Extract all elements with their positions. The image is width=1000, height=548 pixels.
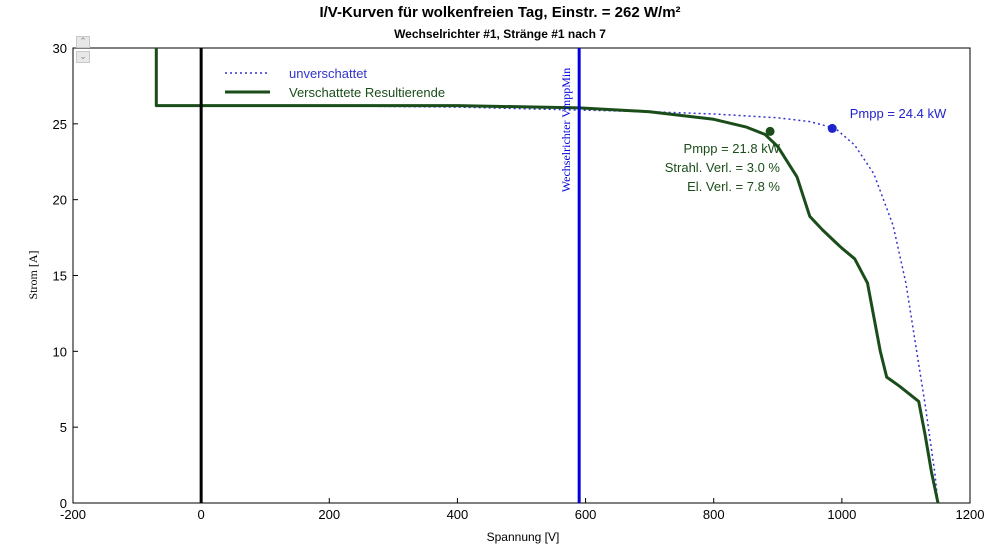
- legend-label-verschattet: Verschattete Resultierende: [289, 85, 445, 100]
- markers: [765, 123, 837, 136]
- x-tick-label: 600: [575, 507, 597, 522]
- chart-title: I/V-Kurven für wolkenfreien Tag, Einstr.…: [319, 4, 680, 21]
- el-verl-annotation: El. Verl. = 7.8 %: [687, 179, 780, 194]
- series-line-verschattet: [154, 48, 940, 504]
- scroll-up-button[interactable]: ⌃: [76, 36, 90, 48]
- vmppmin-label: Wechselrichter VmppMin: [559, 68, 573, 192]
- y-axis-label: Strom [A]: [26, 251, 40, 300]
- x-tick-label: 1000: [827, 507, 856, 522]
- plot-frame: [72, 47, 971, 504]
- vertical-lines: [199, 48, 581, 503]
- x-tick-label: 0: [198, 507, 205, 522]
- y-tick-label: 0: [60, 496, 67, 511]
- strahl-verl-annotation: Strahl. Verl. = 3.0 %: [665, 160, 781, 175]
- x-tick-label: 400: [447, 507, 469, 522]
- y-tick-label: 30: [53, 41, 67, 56]
- x-tick-label: 800: [703, 507, 725, 522]
- legend: unverschattet Verschattete Resultierende: [225, 66, 445, 100]
- x-tick-label: -200: [60, 507, 86, 522]
- pmpp-marker-unverschattet: [827, 123, 837, 133]
- y-tick-label: 15: [53, 269, 67, 284]
- series-line-unverschattet: [303, 104, 939, 504]
- x-tick-label: 1200: [956, 507, 985, 522]
- x-tick-label: 200: [318, 507, 340, 522]
- x-axis-label: Spannung [V]: [487, 530, 560, 544]
- legend-label-unverschattet: unverschattet: [289, 66, 367, 81]
- y-tick-label: 10: [53, 344, 67, 359]
- chart-subtitle: Wechselrichter #1, Stränge #1 nach 7: [394, 27, 606, 41]
- pmpp-unverschattet-label: Pmpp = 24.4 kW: [850, 106, 947, 121]
- y-tick-label: 5: [60, 420, 67, 435]
- scroll-down-button[interactable]: ⌄: [76, 51, 90, 63]
- y-tick-label: 20: [53, 193, 67, 208]
- pmpp-marker-verschattet: [765, 126, 775, 136]
- series-layer: [154, 48, 940, 504]
- pmpp-verschattet-label: Pmpp = 21.8 kW: [684, 141, 781, 156]
- y-tick-label: 25: [53, 117, 67, 132]
